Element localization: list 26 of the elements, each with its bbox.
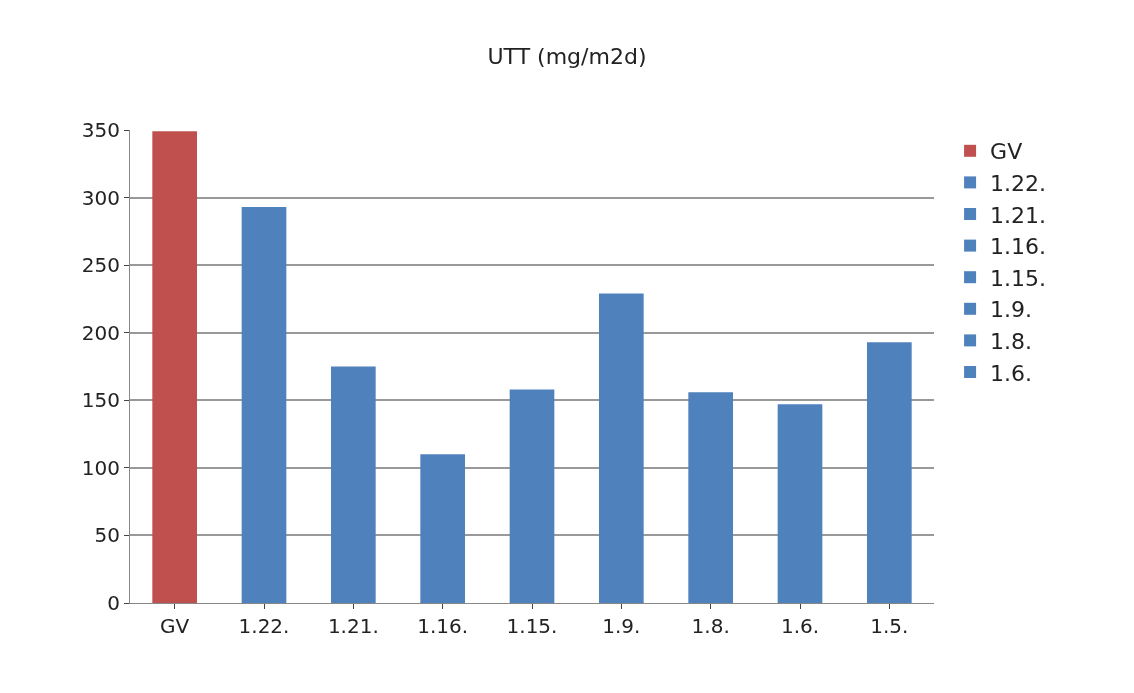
y-tick-label: 300	[81, 185, 120, 210]
x-tick-label: 1.8.	[691, 614, 730, 638]
legend-label: 1.8.	[990, 328, 1033, 354]
x-tick-label: GV	[160, 614, 190, 638]
legend-label: 1.6.	[990, 360, 1033, 386]
y-tick-label: 200	[81, 320, 120, 345]
y-tick-label: 150	[81, 388, 120, 413]
y-tick-label: 250	[81, 253, 120, 278]
legend-label: 1.15.	[990, 265, 1047, 291]
legend-label: 1.9.	[990, 297, 1033, 323]
legend-label: 1.16.	[990, 234, 1047, 260]
chart-title: UTT (mg/m2d)	[487, 43, 647, 69]
x-tick-label: 1.15.	[506, 614, 558, 638]
legend-label: GV	[990, 139, 1023, 165]
x-tick-label: 1.16.	[417, 614, 469, 638]
y-tick-label: 0	[107, 591, 120, 615]
y-tick-label: 350	[81, 118, 120, 142]
x-tick-label: 1.6.	[780, 614, 820, 638]
legend-label: 1.22.	[990, 170, 1047, 196]
x-tick-label: 1.22.	[238, 614, 290, 638]
y-tick-label: 50	[94, 523, 120, 548]
y-tick-label: 100	[81, 455, 120, 480]
x-tick-label: 1.21.	[327, 614, 379, 638]
legend-label: 1.21.	[990, 202, 1047, 228]
x-tick-label: 1.9.	[602, 614, 641, 638]
x-tick-label: 1.5.	[870, 614, 909, 638]
